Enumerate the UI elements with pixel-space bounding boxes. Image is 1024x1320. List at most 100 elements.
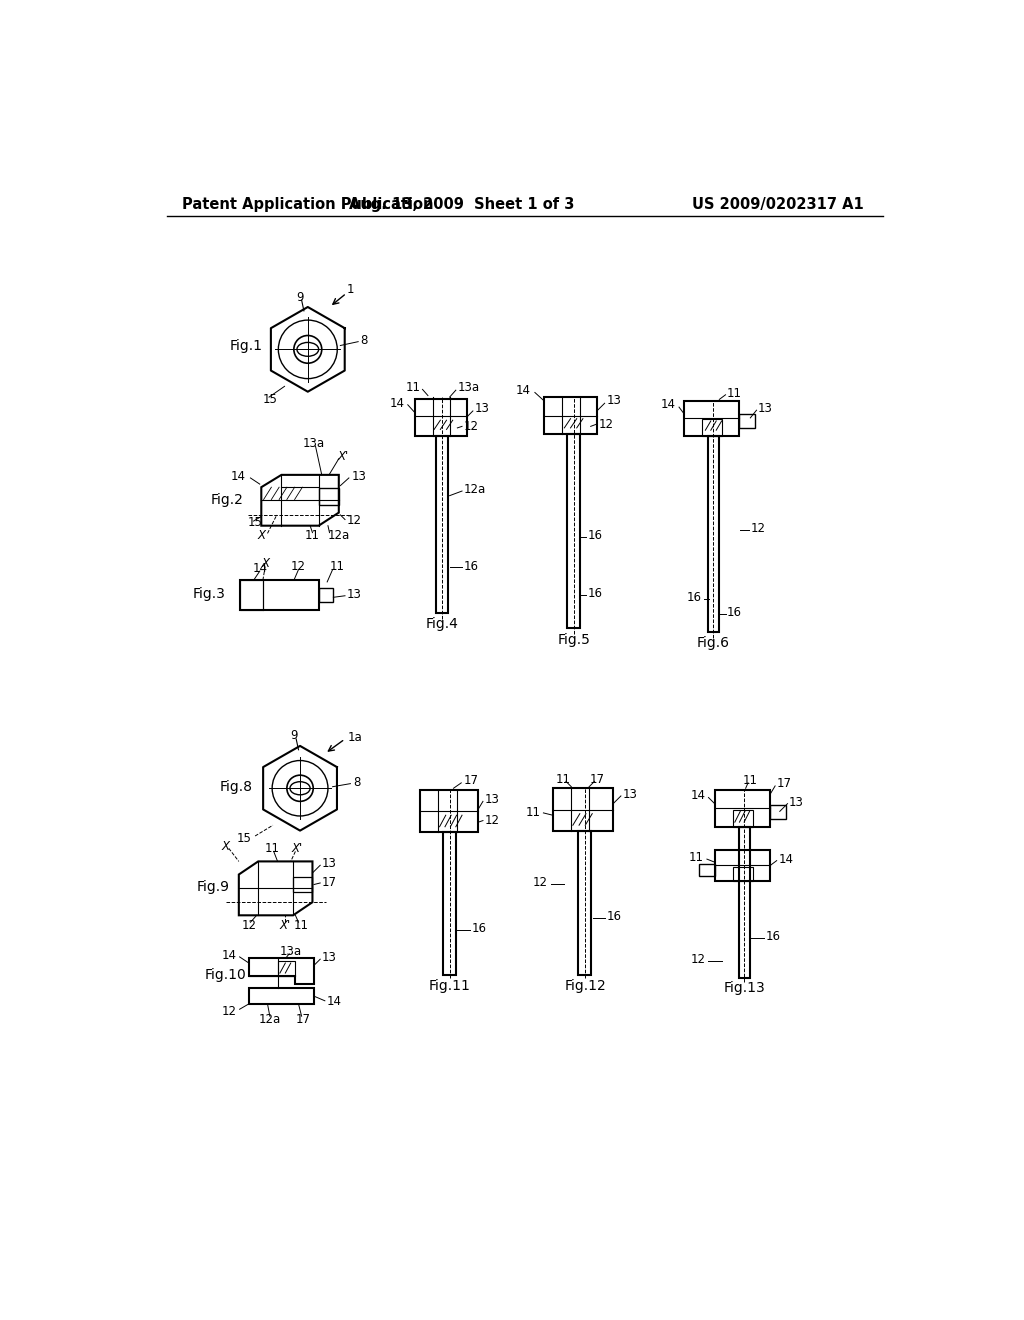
- Text: 11: 11: [742, 774, 758, 787]
- Text: 11: 11: [556, 772, 571, 785]
- Text: 16: 16: [686, 591, 701, 603]
- Text: 9: 9: [290, 730, 298, 742]
- Text: 17: 17: [776, 777, 792, 791]
- Text: X': X': [338, 450, 349, 463]
- Bar: [732, 867, 753, 880]
- Text: 16: 16: [727, 606, 742, 619]
- Bar: [708, 436, 719, 632]
- Bar: [567, 434, 580, 628]
- Text: Patent Application Publication: Patent Application Publication: [182, 197, 434, 213]
- Text: Fig.6: Fig.6: [696, 636, 730, 651]
- Text: 13: 13: [623, 788, 637, 801]
- Text: Fig.10: Fig.10: [205, 968, 247, 982]
- Text: 12: 12: [242, 919, 256, 932]
- Text: X: X: [258, 529, 266, 543]
- Text: 13: 13: [484, 792, 500, 805]
- Text: 12: 12: [598, 417, 613, 430]
- Text: 12: 12: [534, 875, 548, 888]
- Text: 12: 12: [751, 521, 765, 535]
- Text: 16: 16: [464, 560, 478, 573]
- Text: 12a: 12a: [259, 1012, 281, 1026]
- Text: Fig.8: Fig.8: [220, 780, 253, 793]
- Text: 13: 13: [346, 587, 361, 601]
- Text: 12: 12: [484, 814, 500, 828]
- Bar: [553, 788, 613, 830]
- Text: 9: 9: [296, 290, 304, 304]
- Bar: [415, 399, 467, 436]
- Text: 14: 14: [221, 949, 237, 962]
- Text: 8: 8: [352, 776, 360, 788]
- Bar: [578, 830, 592, 974]
- Text: 14: 14: [516, 384, 531, 397]
- Text: 12a: 12a: [328, 529, 350, 543]
- Text: 13: 13: [758, 403, 773, 416]
- Text: 14: 14: [690, 789, 706, 803]
- Text: 14: 14: [327, 995, 341, 1008]
- Bar: [732, 810, 753, 826]
- Bar: [739, 414, 755, 428]
- Bar: [240, 581, 318, 610]
- Text: Fig.5: Fig.5: [557, 632, 590, 647]
- Text: Fig.4: Fig.4: [425, 618, 459, 631]
- Text: 13a: 13a: [280, 945, 302, 958]
- Text: 16: 16: [588, 587, 602, 601]
- Bar: [279, 961, 295, 977]
- Bar: [240, 581, 263, 610]
- Text: 12: 12: [221, 1005, 237, 1018]
- Text: 17: 17: [464, 774, 478, 787]
- Text: 11: 11: [293, 919, 308, 932]
- Text: 14: 14: [230, 470, 246, 483]
- Text: 17: 17: [322, 875, 337, 888]
- Text: Fig.9: Fig.9: [197, 880, 229, 894]
- Text: 11: 11: [305, 529, 319, 543]
- Text: X: X: [221, 840, 229, 853]
- Bar: [770, 805, 786, 818]
- Text: 13a: 13a: [458, 381, 479, 395]
- Text: 14: 14: [390, 397, 404, 409]
- Text: Fig.2: Fig.2: [211, 492, 244, 507]
- Text: 12: 12: [464, 420, 478, 433]
- Bar: [318, 589, 333, 602]
- Bar: [738, 826, 750, 978]
- Bar: [699, 863, 715, 876]
- Text: 12a: 12a: [464, 483, 485, 496]
- Text: 15: 15: [263, 393, 278, 407]
- Bar: [420, 789, 478, 832]
- Text: 13: 13: [322, 857, 337, 870]
- Text: 1a: 1a: [348, 731, 362, 744]
- Bar: [715, 850, 770, 880]
- Bar: [684, 401, 739, 436]
- Text: 13: 13: [790, 796, 804, 809]
- Text: X': X': [280, 919, 291, 932]
- Text: 12: 12: [690, 953, 706, 966]
- Text: Fig.12: Fig.12: [564, 979, 606, 993]
- Bar: [435, 436, 449, 612]
- Text: X': X': [291, 842, 302, 855]
- Text: Fig.11: Fig.11: [429, 979, 471, 993]
- Text: Aug. 13, 2009  Sheet 1 of 3: Aug. 13, 2009 Sheet 1 of 3: [348, 197, 573, 213]
- Text: 11: 11: [727, 387, 742, 400]
- Text: Fig.1: Fig.1: [229, 338, 262, 352]
- Text: 16: 16: [588, 529, 602, 543]
- Text: 14: 14: [252, 562, 267, 576]
- Text: US 2009/0202317 A1: US 2009/0202317 A1: [692, 197, 864, 213]
- Bar: [443, 832, 456, 974]
- Text: 16: 16: [766, 929, 781, 942]
- Text: 11: 11: [689, 851, 703, 865]
- Text: 15: 15: [238, 832, 252, 845]
- Bar: [715, 789, 770, 826]
- Text: 12: 12: [291, 560, 306, 573]
- Text: 8: 8: [360, 334, 368, 347]
- Text: 11: 11: [406, 381, 420, 395]
- Text: 17: 17: [590, 772, 604, 785]
- Text: 13: 13: [606, 395, 621, 408]
- Text: 11: 11: [264, 842, 280, 855]
- Text: 12: 12: [346, 513, 361, 527]
- Text: Fig.13: Fig.13: [723, 982, 765, 995]
- Text: X: X: [261, 557, 269, 570]
- Text: 1: 1: [347, 282, 354, 296]
- Bar: [293, 876, 312, 892]
- Bar: [544, 397, 597, 434]
- Text: 13: 13: [322, 952, 337, 964]
- Text: 16: 16: [607, 911, 622, 924]
